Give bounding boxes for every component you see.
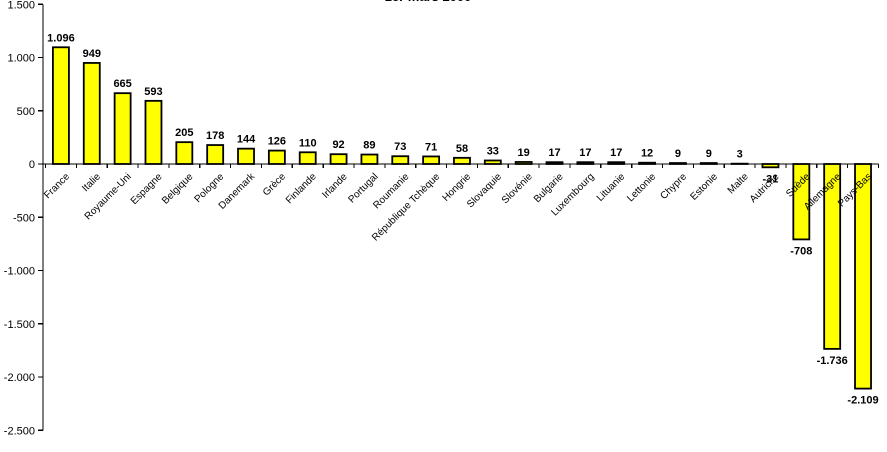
- bar-value-label: 92: [332, 139, 344, 151]
- bar-value-label: 19: [518, 147, 530, 159]
- x-category-label: Finlande: [284, 171, 319, 206]
- bar-value-label: 58: [456, 143, 468, 155]
- bar-value-label: 89: [363, 140, 375, 152]
- bar-value-label: -708: [790, 245, 812, 257]
- y-axis-tick-label: -1.000: [4, 266, 35, 278]
- bar-value-label: 949: [83, 48, 101, 60]
- bar-value-label: -1.736: [817, 355, 848, 367]
- bar: [823, 163, 842, 350]
- bar: [267, 149, 286, 165]
- bar: [391, 155, 410, 165]
- bar-value-label: 17: [548, 147, 560, 159]
- bar: [422, 155, 441, 165]
- chart-title: 1er mars 2000: [0, 0, 856, 4]
- y-axis-tick-label: -500: [13, 212, 35, 224]
- bar: [175, 141, 194, 165]
- x-category-label: Espagne: [129, 171, 165, 207]
- bar: [699, 162, 718, 165]
- x-category-label: Irlande: [320, 171, 350, 201]
- bar: [761, 163, 780, 169]
- bar-value-label: 1.096: [47, 32, 75, 44]
- bar-value-label: 12: [641, 148, 653, 160]
- bar-value-label: 126: [268, 136, 286, 148]
- bar: [144, 99, 163, 165]
- x-category-label: Italie: [80, 171, 103, 194]
- bar-value-label: 205: [175, 127, 193, 139]
- bar: [82, 62, 101, 165]
- bar-value-label: 178: [206, 130, 224, 142]
- bar: [576, 161, 595, 165]
- x-category-label: Malte: [726, 171, 751, 196]
- bar: [514, 161, 533, 165]
- y-axis-tick-label: 500: [17, 106, 35, 118]
- y-axis-tick-label: 1.000: [7, 53, 35, 65]
- bar: [792, 163, 811, 241]
- x-category-label: Grèce: [261, 171, 288, 198]
- x-category-label: Slovaquie: [465, 171, 504, 210]
- bar-value-label: 33: [487, 145, 499, 157]
- bar: [483, 159, 502, 165]
- bar: [545, 161, 564, 165]
- bar: [638, 161, 656, 165]
- y-axis-tick-label: -2.500: [4, 425, 35, 437]
- bar-value-label: 17: [610, 147, 622, 159]
- x-category-label: Chypre: [658, 171, 689, 202]
- bar-value-label: -2.109: [847, 395, 878, 407]
- bar-value-label: 73: [394, 141, 406, 153]
- bar-value-label: 144: [237, 134, 256, 146]
- bar-value-label: 9: [706, 148, 712, 160]
- bar: [298, 151, 317, 165]
- bar: [669, 162, 687, 165]
- bar: [607, 161, 626, 165]
- bar: [206, 144, 225, 165]
- bar: [360, 153, 379, 165]
- x-category-label: Belgique: [160, 171, 196, 207]
- bar: [237, 147, 255, 165]
- bar-value-label: 593: [144, 86, 162, 98]
- bar-value-label: -31: [763, 173, 779, 185]
- x-category-label: Estonie: [689, 171, 721, 203]
- y-axis-tick-label: -1.500: [4, 319, 35, 331]
- y-axis-tick-label: 1.500: [7, 0, 35, 11]
- bar-value-label: 17: [579, 147, 591, 159]
- bar: [52, 46, 70, 165]
- bar: [453, 156, 471, 165]
- bar: [113, 92, 132, 165]
- bar: [329, 153, 348, 165]
- y-axis-tick-label: -2.000: [4, 372, 35, 384]
- x-category-label: Lituanie: [595, 171, 628, 204]
- x-category-label: Lettonie: [625, 171, 658, 204]
- bar-value-label: 9: [675, 148, 681, 160]
- x-category-label: France: [42, 171, 72, 201]
- bar-value-label: 3: [737, 149, 743, 161]
- bar-value-label: 71: [425, 141, 437, 153]
- bar: [854, 163, 872, 390]
- bar-value-label: 110: [299, 137, 317, 149]
- x-category-label: Slovénie: [500, 171, 535, 206]
- bar-value-label: 665: [113, 78, 131, 90]
- y-axis-tick-label: 0: [29, 159, 35, 171]
